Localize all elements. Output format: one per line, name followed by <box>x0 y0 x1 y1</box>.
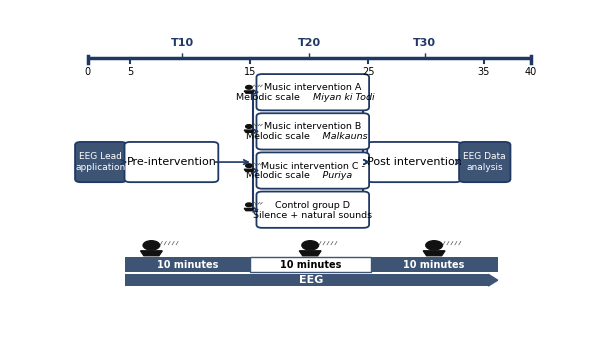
Text: Miyan ki Todi: Miyan ki Todi <box>313 93 375 102</box>
Text: 0: 0 <box>85 67 91 77</box>
Text: T30: T30 <box>413 38 436 48</box>
Polygon shape <box>140 251 162 256</box>
Bar <box>250 257 370 272</box>
Text: Control group D: Control group D <box>275 201 350 210</box>
Polygon shape <box>244 208 254 211</box>
Text: Music intervention B: Music intervention B <box>264 122 361 132</box>
FancyBboxPatch shape <box>75 142 126 182</box>
Polygon shape <box>299 251 321 256</box>
Text: 40: 40 <box>525 67 537 77</box>
Text: 10 minutes: 10 minutes <box>157 260 219 270</box>
FancyBboxPatch shape <box>459 142 511 182</box>
Polygon shape <box>244 130 254 132</box>
Text: 10 minutes: 10 minutes <box>404 260 465 270</box>
Text: Melodic scale: Melodic scale <box>246 132 313 141</box>
Polygon shape <box>244 169 254 172</box>
Text: 25: 25 <box>362 67 375 77</box>
Text: Music intervention C -: Music intervention C - <box>261 162 365 171</box>
Text: 5: 5 <box>127 67 133 77</box>
Text: Puriya: Puriya <box>313 172 352 180</box>
Text: Melodic scale: Melodic scale <box>246 172 313 180</box>
FancyBboxPatch shape <box>257 192 369 228</box>
Bar <box>125 274 488 286</box>
Text: Malkauns: Malkauns <box>313 132 367 141</box>
Text: Post intervention: Post intervention <box>367 157 461 167</box>
Text: Melodic scale: Melodic scale <box>237 93 313 102</box>
Text: EEG Lead
application: EEG Lead application <box>75 152 126 172</box>
FancyBboxPatch shape <box>125 142 218 182</box>
Text: Silence + natural sounds: Silence + natural sounds <box>253 211 372 220</box>
FancyBboxPatch shape <box>257 74 369 111</box>
Circle shape <box>143 241 160 250</box>
FancyBboxPatch shape <box>367 142 461 182</box>
Bar <box>125 257 250 272</box>
Text: T10: T10 <box>170 38 193 48</box>
Text: EEG: EEG <box>299 275 324 285</box>
Circle shape <box>246 203 252 207</box>
Circle shape <box>246 125 252 128</box>
Text: Pre-intervention: Pre-intervention <box>126 157 216 167</box>
Circle shape <box>426 241 443 250</box>
FancyBboxPatch shape <box>257 113 369 149</box>
Circle shape <box>246 85 252 89</box>
Text: 15: 15 <box>244 67 257 77</box>
Circle shape <box>246 164 252 167</box>
Polygon shape <box>423 251 445 256</box>
Text: EEG Data
analysis: EEG Data analysis <box>463 152 506 172</box>
Polygon shape <box>244 91 254 93</box>
Text: T20: T20 <box>298 38 321 48</box>
FancyBboxPatch shape <box>257 153 369 189</box>
Text: 35: 35 <box>477 67 490 77</box>
Text: 10 minutes: 10 minutes <box>280 260 341 270</box>
Circle shape <box>302 241 319 250</box>
Bar <box>370 257 498 272</box>
Text: Music intervention A: Music intervention A <box>264 83 362 92</box>
Polygon shape <box>488 274 498 286</box>
